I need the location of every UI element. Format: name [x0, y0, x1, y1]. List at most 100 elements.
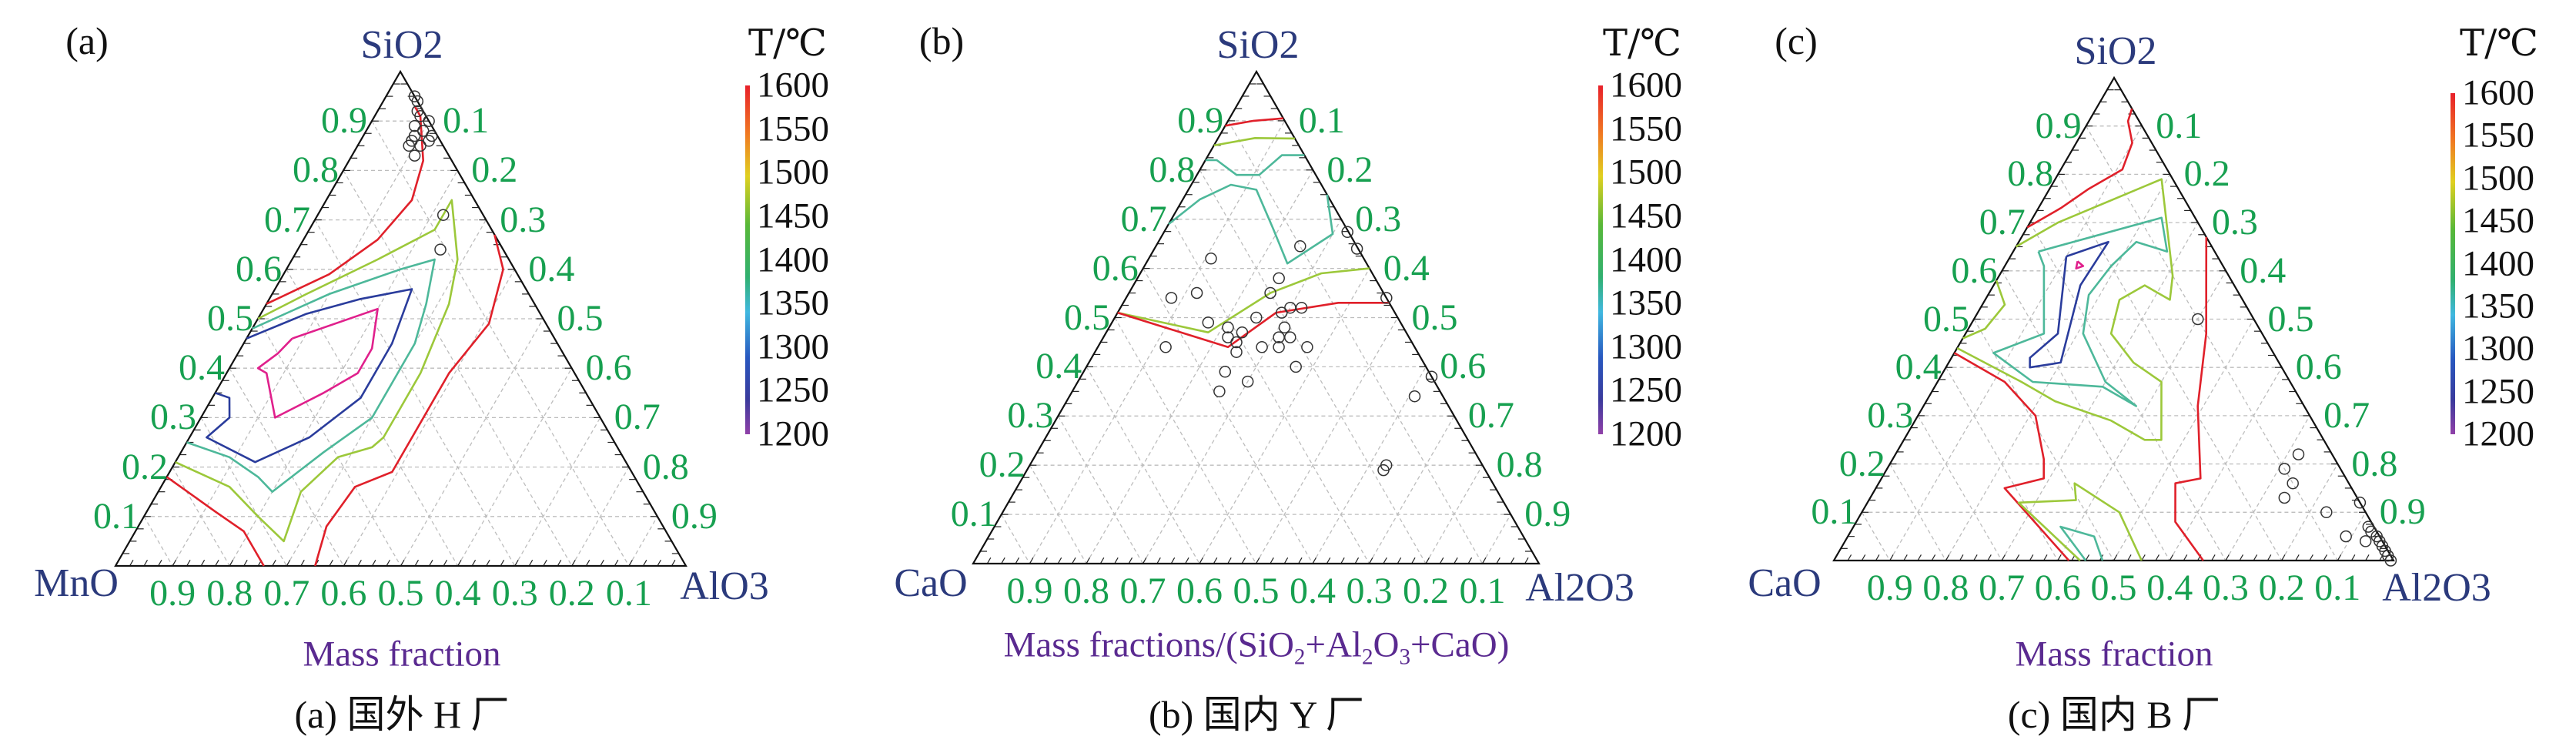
bottom-axis-tick-label: 0.6 — [1176, 571, 1223, 611]
axis-tick — [2113, 554, 2118, 561]
axis-tick — [1170, 557, 1176, 564]
bottom-axis-tick-label: 0.4 — [1290, 571, 1336, 611]
vertex-label-top: SiO2 — [360, 23, 443, 67]
axis-tick — [585, 559, 590, 567]
grid-line — [1481, 514, 1511, 564]
grid-line — [1255, 317, 1399, 564]
axis-tick — [1270, 557, 1274, 564]
bottom-axis-tick-label: 0.7 — [1119, 571, 1166, 611]
sample-point — [1276, 306, 1288, 319]
axis-tick — [272, 559, 276, 567]
grid-line — [1861, 511, 1891, 561]
grid-line — [1029, 464, 1087, 564]
grid-line — [2029, 222, 2226, 561]
axis-tick — [1185, 557, 1189, 564]
right-axis-tick-label: 0.4 — [528, 248, 575, 290]
contour-line-1200 — [256, 307, 379, 419]
grid-line — [1312, 366, 1427, 564]
grid-line — [1425, 464, 1484, 564]
axis-tick — [143, 559, 149, 567]
grid-line — [343, 269, 515, 567]
right-axis-tick-label: 0.8 — [1496, 444, 1543, 486]
colorbar-tick-label: 1250 — [757, 370, 829, 410]
colorbar-title: T/℃ — [1603, 22, 1681, 65]
axis-tick — [2281, 554, 2286, 561]
colorbar-tick-label: 1250 — [1610, 370, 1682, 410]
axis-tick — [2211, 554, 2216, 561]
vertex-label-left: CaO — [1748, 561, 1822, 605]
colorbar-tick-label: 1550 — [757, 109, 829, 149]
left-axis-tick-label: 0.6 — [1951, 249, 1998, 291]
axis-tick — [1283, 557, 1289, 564]
ternary-frame — [1832, 75, 2395, 562]
sample-point — [1294, 240, 1306, 253]
sample-point — [1222, 321, 1234, 334]
colorbar-tick-label: 1600 — [1610, 65, 1682, 105]
colorbar-tick-label: 1450 — [2462, 200, 2534, 241]
colorbar-tick-label: 1550 — [2462, 115, 2534, 156]
left-axis-tick-label: 0.6 — [1092, 247, 1139, 289]
axis-tick — [1917, 554, 1922, 561]
axis-tick — [300, 559, 305, 567]
grid-line — [1368, 415, 1455, 564]
axis-tick — [1903, 554, 1908, 561]
vertex-label-right: Al2O3 — [1525, 566, 1634, 610]
axis-tick — [2015, 554, 2020, 561]
left-axis-tick-label: 0.5 — [207, 298, 253, 339]
axis-tick — [2350, 554, 2356, 561]
axis-tick — [1847, 554, 1852, 561]
sample-point — [1408, 390, 1421, 403]
axis-tick — [1241, 557, 1246, 564]
sample-point — [1165, 292, 1178, 304]
sample-point — [403, 139, 415, 152]
bottom-axis-tick-label: 0.2 — [548, 573, 595, 614]
sample-point — [1273, 331, 1285, 343]
sample-point — [1278, 321, 1291, 334]
left-axis-tick-label: 0.8 — [293, 149, 339, 191]
right-axis-tick-label: 0.6 — [1440, 346, 1487, 387]
colorbar-tick-label: 1450 — [757, 196, 829, 236]
axis-tick — [1889, 554, 1894, 561]
colorbar-tick-label: 1500 — [757, 152, 829, 192]
right-axis-tick-label: 0.2 — [471, 149, 518, 191]
sample-point — [2340, 530, 2352, 543]
ternary-frame — [972, 69, 1541, 565]
axis-tick — [186, 559, 191, 567]
colorbar-tick-label: 1600 — [2462, 72, 2534, 113]
axis-tick — [457, 559, 462, 567]
grid-line — [2169, 366, 2283, 561]
axis-tick — [158, 559, 162, 567]
vertex-label-right: AlO3 — [680, 564, 769, 608]
axis-tick — [1099, 557, 1105, 564]
axis-tick — [357, 559, 362, 567]
colorbar-tick-label: 1300 — [757, 326, 829, 367]
sample-point — [1284, 331, 1296, 343]
bottom-axis-tick-label: 0.2 — [2258, 567, 2305, 608]
colorbar-tick-label: 1250 — [2462, 371, 2534, 412]
axis-tick — [1199, 557, 1203, 564]
sample-point — [423, 115, 435, 127]
contour-line-1600 — [166, 476, 265, 567]
axis-tick — [543, 559, 547, 567]
bottom-axis-tick-label: 0.8 — [1063, 571, 1109, 611]
colorbar-tick-label: 1300 — [1610, 326, 1682, 367]
left-axis-tick-label: 0.5 — [1923, 298, 1969, 340]
axis-tick — [1326, 557, 1331, 564]
sample-point — [1213, 385, 1226, 398]
axis-tick — [1043, 557, 1048, 564]
right-axis-tick-label: 0.7 — [1467, 395, 1514, 437]
sample-point — [1256, 341, 1268, 353]
grid-line — [1001, 514, 1031, 564]
axis-tick — [2253, 554, 2258, 561]
bottom-axis-tick-label: 0.7 — [263, 573, 310, 614]
contour-line-1600 — [2026, 108, 2133, 229]
bottom-axis-tick-label: 0.9 — [1006, 571, 1053, 611]
colorbar-tick-label: 1500 — [2462, 158, 2534, 199]
grid-line — [172, 120, 430, 567]
left-axis-tick-label: 0.9 — [2035, 105, 2082, 146]
grid-line — [286, 219, 487, 567]
left-axis-tick-label: 0.1 — [1811, 491, 1858, 533]
grid-line — [628, 516, 658, 567]
colorbar — [2451, 93, 2455, 434]
axis-tick — [1029, 557, 1034, 564]
